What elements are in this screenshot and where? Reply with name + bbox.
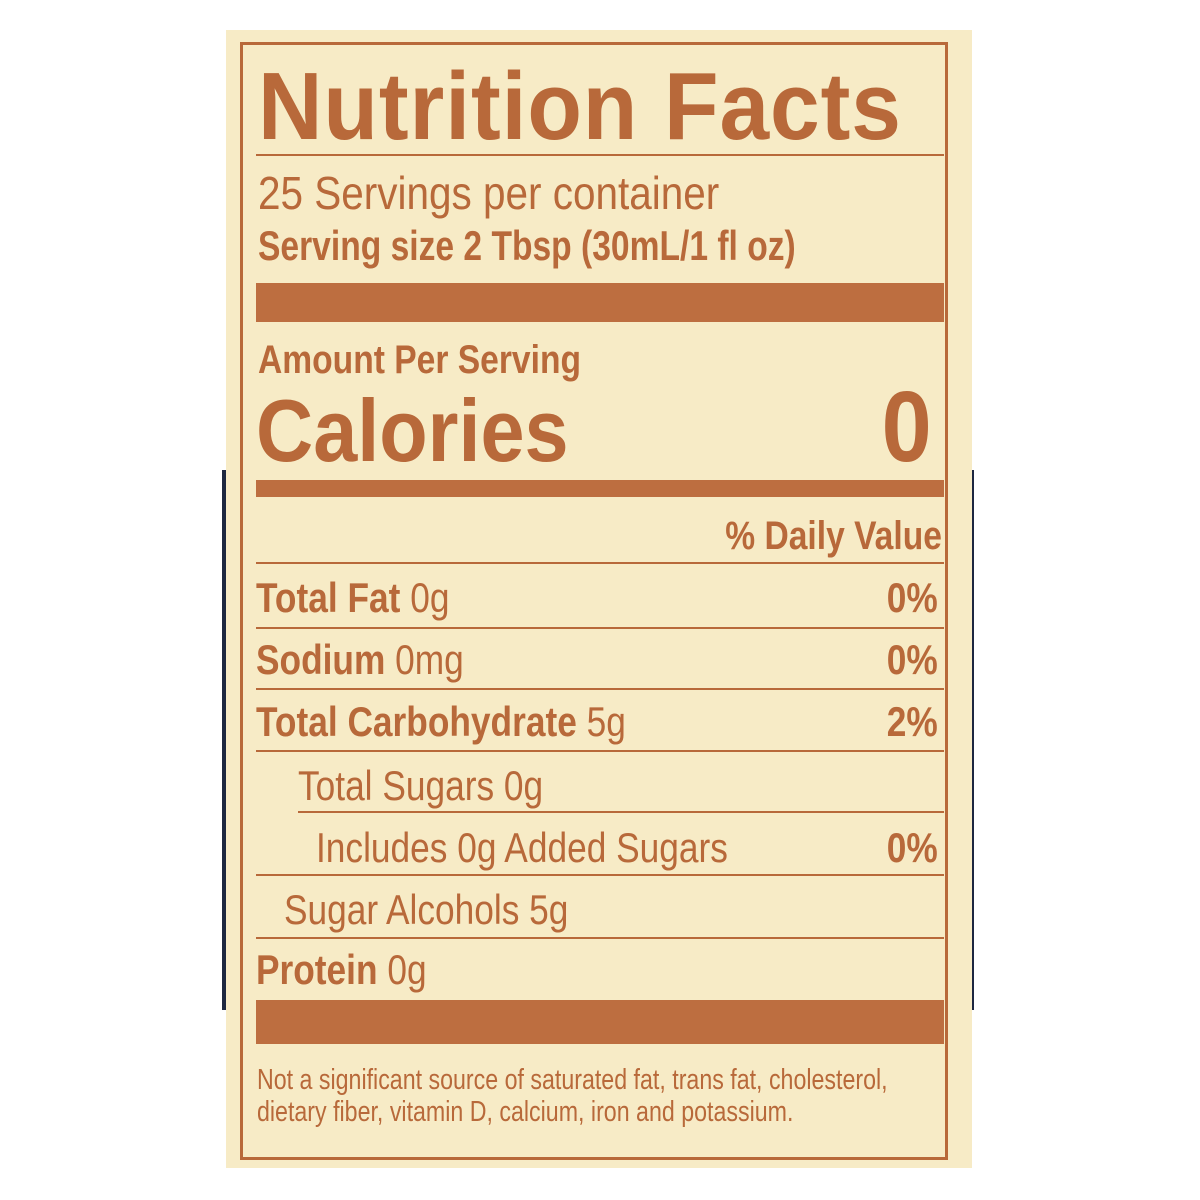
nutrient-row-total-carbohydrate: Total Carbohydrate 5g: [256, 698, 626, 746]
nutrient-name: Sodium: [256, 636, 386, 683]
nutrient-amount: 0g: [387, 946, 427, 993]
calories-label: Calories: [256, 381, 569, 480]
divider: [298, 811, 944, 813]
divider: [256, 627, 944, 629]
serving-size: Serving size 2 Tbsp (30mL/1 fl oz): [258, 222, 796, 269]
nutrient-name: Protein: [256, 946, 378, 993]
label-title: Nutrition Facts: [258, 53, 902, 160]
thick-divider: [256, 283, 944, 322]
amount-per-serving: Amount Per Serving: [258, 338, 581, 382]
medium-divider: [256, 480, 944, 497]
nutrition-frame: [240, 42, 948, 1160]
nutrient-amount: 5g: [586, 698, 626, 745]
divider: [256, 937, 944, 939]
nutrient-dv: 0%: [887, 574, 938, 621]
nutrient-amount: 0mg: [395, 636, 464, 683]
thick-divider: [256, 1000, 944, 1044]
footnote-line-2: dietary fiber, vitamin D, calcium, iron …: [257, 1096, 794, 1128]
nutrient-row-sugar-alcohols: Sugar Alcohols 5g: [284, 886, 569, 933]
divider: [256, 562, 944, 564]
divider: [256, 154, 944, 156]
nutrient-name: Total Carbohydrate: [256, 698, 577, 745]
nutrient-row-total-sugars: Total Sugars 0g: [298, 762, 544, 809]
daily-value-header: % Daily Value: [725, 514, 942, 558]
nutrient-row-protein: Protein 0g: [256, 946, 427, 994]
nutrient-row-sodium: Sodium 0mg: [256, 636, 464, 684]
nutrient-dv: 0%: [887, 824, 938, 871]
nutrient-amount: 0g: [410, 574, 450, 621]
nutrient-name: Total Fat: [256, 574, 401, 621]
divider: [256, 688, 944, 690]
servings-per-container: 25 Servings per container: [258, 167, 720, 219]
footnote-line-1: Not a significant source of saturated fa…: [257, 1064, 888, 1096]
nutrient-row-added-sugars: Includes 0g Added Sugars: [316, 824, 728, 871]
calories-value: 0: [881, 371, 932, 483]
nutrient-dv: 0%: [887, 636, 938, 683]
nutrient-row-total-fat: Total Fat 0g: [256, 574, 449, 622]
divider: [256, 874, 944, 876]
nutrient-dv: 2%: [887, 698, 938, 745]
nutrition-panel: [226, 30, 972, 1168]
divider: [256, 750, 944, 752]
